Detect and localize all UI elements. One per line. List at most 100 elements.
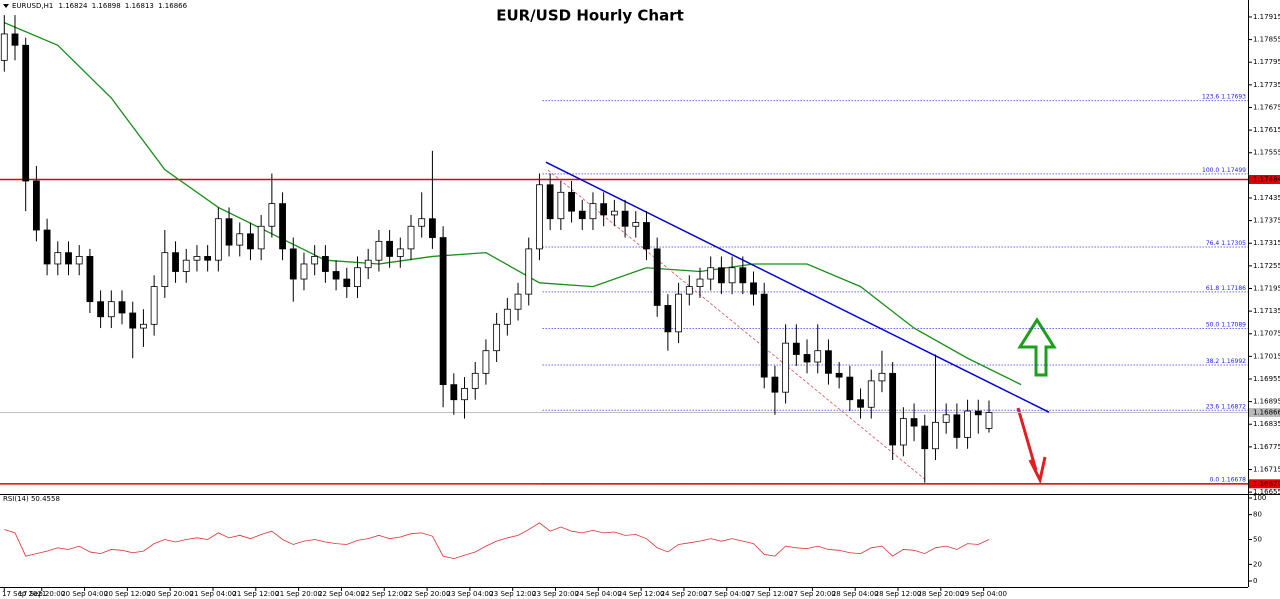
fib-price: 1.17499 bbox=[1221, 166, 1246, 173]
x-tick-label: 23 Sep 20:00 bbox=[532, 590, 579, 598]
candle-body bbox=[750, 282, 757, 295]
candle-body bbox=[707, 267, 715, 280]
candle-body bbox=[354, 267, 361, 287]
candle-body bbox=[332, 271, 340, 280]
candle-body bbox=[760, 293, 768, 378]
x-tick-label: 23 Sep 12:00 bbox=[489, 590, 536, 598]
fib-level: 38.2 bbox=[1206, 358, 1220, 365]
current-price-box bbox=[1249, 408, 1280, 418]
candle-body bbox=[75, 256, 83, 265]
symbol-header: EURUSD,H1 1.16824 1.16898 1.16813 1.1686… bbox=[12, 2, 188, 10]
rsi-line bbox=[4, 522, 990, 560]
candle-body bbox=[11, 33, 19, 46]
x-tick-label: 21 Sep 12:00 bbox=[232, 590, 279, 598]
level-box bbox=[1249, 479, 1280, 489]
candle-body bbox=[407, 225, 415, 250]
fib-price: 1.17693 bbox=[1221, 93, 1246, 100]
candle-body bbox=[696, 278, 704, 287]
candle-body bbox=[653, 248, 661, 306]
x-tick-label: 21 Sep 04:00 bbox=[190, 590, 237, 598]
x-tick-label: 17 Sep 20:00 bbox=[18, 590, 65, 598]
candle-body bbox=[311, 256, 319, 265]
fib-level: 0.0 bbox=[1210, 476, 1220, 483]
candle-body bbox=[247, 233, 254, 250]
candle-body bbox=[557, 191, 565, 220]
high: 1.16898 bbox=[92, 2, 121, 10]
candle-body bbox=[461, 388, 468, 401]
candle-body bbox=[792, 342, 800, 355]
chart-title: EUR/USD Hourly Chart bbox=[496, 7, 684, 25]
y-tick-label: 1.17915 bbox=[1253, 13, 1280, 21]
fib-level: 61.8 bbox=[1206, 284, 1220, 291]
fib-label: 61.8 1.17186 bbox=[1206, 284, 1246, 291]
x-tick-label: 28 Sep 04:00 bbox=[832, 590, 879, 598]
candle-body bbox=[632, 222, 640, 227]
candle-body bbox=[568, 191, 575, 212]
y-tick-label: 1.17315 bbox=[1253, 239, 1280, 247]
x-tick-label: 20 Sep 12:00 bbox=[104, 590, 151, 598]
candle-body bbox=[685, 286, 693, 295]
moving-average bbox=[4, 22, 1022, 386]
x-tick-label: 28 Sep 12:00 bbox=[875, 590, 922, 598]
fib-label: 38.2 1.16992 bbox=[1206, 358, 1246, 365]
rsi-tick-label: 100 bbox=[1253, 494, 1266, 502]
x-tick-label: 22 Sep 12:00 bbox=[361, 590, 408, 598]
current-price-label: 1.16866 bbox=[1253, 409, 1280, 417]
candle-body bbox=[386, 240, 393, 257]
x-tick-label: 24 Sep 04:00 bbox=[575, 590, 622, 598]
candle-body bbox=[418, 218, 426, 227]
candle-body bbox=[396, 248, 404, 257]
fib-price: 1.16872 bbox=[1221, 403, 1246, 410]
candle-body bbox=[621, 210, 629, 227]
y-tick-label: 1.17615 bbox=[1253, 126, 1280, 134]
candle-body bbox=[717, 267, 725, 284]
fib-level: 123.6 bbox=[1202, 93, 1219, 100]
y-tick-label: 1.17855 bbox=[1253, 36, 1280, 44]
y-tick-label: 1.16835 bbox=[1253, 420, 1280, 428]
fib-price: 1.17089 bbox=[1221, 321, 1246, 328]
candle-body bbox=[65, 252, 72, 265]
x-tick-label: 23 Sep 04:00 bbox=[447, 590, 494, 598]
candle-body bbox=[546, 184, 554, 220]
candle-body bbox=[899, 418, 907, 446]
x-tick-label: 20 Sep 04:00 bbox=[61, 590, 108, 598]
rsi-title: RSI(14) 50.4558 bbox=[3, 495, 60, 503]
close: 1.16866 bbox=[158, 2, 187, 10]
x-tick-label: 22 Sep 04:00 bbox=[318, 590, 365, 598]
candle-body bbox=[921, 425, 929, 450]
candle-body bbox=[300, 263, 308, 280]
y-tick-label: 1.17195 bbox=[1253, 284, 1280, 292]
candle-body bbox=[482, 350, 490, 374]
candle-body bbox=[643, 222, 650, 250]
candle-body bbox=[268, 203, 276, 227]
candle-body bbox=[739, 267, 747, 284]
x-tick-label: 20 Sep 20:00 bbox=[147, 590, 194, 598]
candle-body bbox=[835, 372, 843, 378]
fib-label: 0.0 1.16678 bbox=[1210, 476, 1247, 483]
candle-body bbox=[889, 372, 897, 446]
fib-level: 23.6 bbox=[1206, 403, 1220, 410]
x-tick-label: 17 Sep 2021 bbox=[2, 590, 46, 598]
candle-body bbox=[974, 410, 982, 416]
y-tick-label: 1.16775 bbox=[1253, 443, 1280, 451]
rsi-tick-label: 80 bbox=[1253, 511, 1262, 519]
candle-body bbox=[450, 384, 458, 401]
candle-body bbox=[782, 342, 790, 393]
candle-body bbox=[43, 229, 51, 265]
candle-body bbox=[429, 218, 436, 238]
x-tick-label: 27 Sep 20:00 bbox=[789, 590, 836, 598]
candle-body bbox=[910, 418, 918, 427]
fib-label: 123.6 1.17693 bbox=[1202, 93, 1246, 100]
candle-body bbox=[321, 256, 329, 272]
fib-label: 76.4 1.17305 bbox=[1206, 240, 1246, 247]
x-tick-label: 22 Sep 20:00 bbox=[404, 590, 451, 598]
down-arrow bbox=[1016, 407, 1047, 485]
x-tick-label: 21 Sep 20:00 bbox=[275, 590, 322, 598]
open: 1.16824 bbox=[59, 2, 88, 10]
x-tick-label: 24 Sep 12:00 bbox=[618, 590, 665, 598]
candle-body bbox=[439, 237, 447, 386]
candle-body bbox=[825, 350, 832, 374]
candle-body bbox=[364, 259, 372, 269]
candle-body bbox=[878, 372, 886, 382]
fib-price: 1.17186 bbox=[1221, 284, 1246, 291]
